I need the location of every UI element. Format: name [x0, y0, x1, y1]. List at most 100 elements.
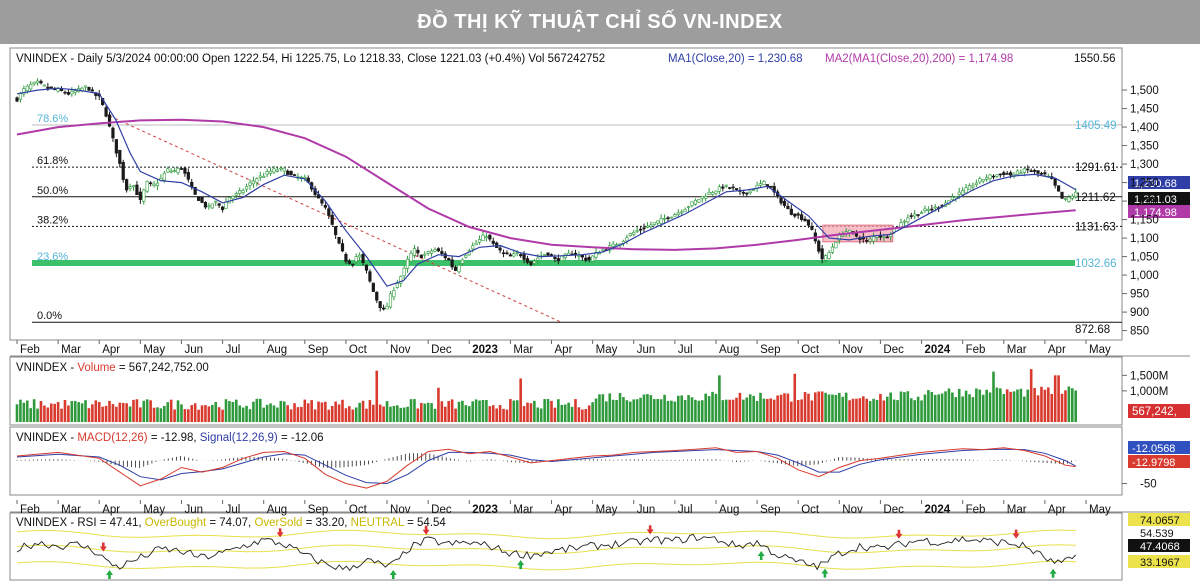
- fib-level-label: 78.6%: [37, 113, 68, 125]
- candle-body: [841, 234, 845, 237]
- candle-body: [289, 170, 293, 175]
- candle-body: [214, 200, 218, 203]
- candle-body: [686, 206, 691, 208]
- volume-bar: [296, 407, 300, 422]
- x-tick-label-lower: Mar: [513, 504, 533, 516]
- candle-body: [32, 81, 36, 85]
- rsi-tag-label: 74.0657: [1140, 515, 1180, 527]
- candle-body: [337, 236, 341, 244]
- volume-bar: [800, 399, 803, 422]
- volume-bar: [474, 399, 478, 422]
- x-tick-label: 2023: [472, 344, 498, 356]
- candle-body: [1005, 173, 1009, 175]
- volume-bar: [783, 393, 786, 422]
- volume-bar: [793, 373, 797, 422]
- rsi-sell-arrow: [422, 525, 430, 535]
- volume-bar: [361, 400, 365, 422]
- volume-bar: [481, 400, 485, 422]
- volume-bar: [56, 402, 60, 422]
- candle-body: [885, 236, 889, 239]
- volume-bar: [337, 404, 341, 422]
- y-tick-label: 1,200: [1130, 196, 1159, 208]
- volume-bar: [306, 403, 310, 422]
- candle-body: [741, 191, 745, 194]
- candle-body: [1026, 168, 1030, 171]
- rsi-neutral-line: [16, 544, 1076, 555]
- candle-body: [532, 260, 536, 264]
- volume-bar: [663, 394, 666, 422]
- candle-body: [258, 175, 262, 178]
- candle-body: [560, 255, 564, 261]
- candle-body: [680, 211, 684, 214]
- candle-body: [769, 185, 773, 188]
- volume-bar: [1016, 389, 1019, 422]
- volume-bar: [927, 390, 930, 422]
- volume-bar: [443, 406, 447, 422]
- volume-bar: [920, 400, 923, 422]
- candle-body: [1033, 170, 1037, 172]
- candle-body: [793, 213, 797, 217]
- volume-bar: [519, 378, 522, 422]
- candle-body: [142, 189, 146, 202]
- candle-body: [292, 174, 297, 176]
- volume-bar: [848, 400, 851, 422]
- x-tick-label-lower: Sep: [308, 504, 328, 516]
- candle-body: [107, 114, 112, 127]
- candle-body: [200, 197, 204, 203]
- x-tick-label: 2024: [925, 344, 951, 356]
- rsi-buy-arrow: [821, 568, 829, 578]
- x-tick-label: Mar: [61, 344, 81, 356]
- x-tick-label: Mar: [513, 344, 533, 356]
- volume-bar: [104, 405, 108, 422]
- candle-body: [416, 249, 420, 254]
- volume-bar: [971, 397, 975, 422]
- candle-body: [906, 217, 910, 223]
- candle-body: [919, 212, 924, 215]
- volume-bar: [766, 398, 769, 422]
- volume-bar: [97, 401, 101, 422]
- candle-body: [772, 186, 776, 193]
- candle-body: [512, 253, 516, 257]
- volume-bar: [457, 401, 461, 422]
- volume-bar: [91, 404, 94, 422]
- volume-bar: [827, 394, 831, 422]
- x-tick-label-lower: Aug: [267, 504, 287, 516]
- rsi-header: VNINDEX - RSI = 47.41, OverBought = 74.0…: [16, 517, 446, 529]
- candle-body: [656, 220, 660, 224]
- volume-bar: [1043, 389, 1047, 422]
- candle-body: [118, 149, 122, 164]
- candle-body: [128, 186, 132, 189]
- candle-body: [323, 205, 327, 208]
- volume-bar: [334, 401, 337, 422]
- candle-body: [433, 249, 437, 252]
- volume-bar: [512, 400, 516, 422]
- x-tick-label: Feb: [966, 344, 986, 356]
- candle-body: [967, 185, 972, 191]
- volume-bar: [115, 406, 118, 422]
- volume-bar: [790, 401, 793, 422]
- volume-bar: [193, 403, 197, 422]
- volume-bar: [903, 392, 906, 422]
- volume-bar: [728, 399, 731, 422]
- candle-body: [710, 192, 715, 195]
- candle-body: [477, 239, 482, 243]
- volume-bar: [142, 400, 146, 422]
- volume-bar: [341, 399, 344, 422]
- volume-bar: [32, 399, 36, 422]
- volume-tag-label: 567,242,: [1132, 406, 1177, 418]
- volume-bar: [139, 407, 142, 422]
- candle-body: [375, 291, 379, 301]
- candle-body: [957, 191, 961, 196]
- fib-level-label: 61.8%: [37, 155, 68, 167]
- candle-body: [577, 255, 581, 257]
- candle-body: [673, 214, 677, 217]
- volume-bar: [351, 409, 355, 422]
- candle-body: [916, 214, 920, 216]
- candle-body: [498, 247, 502, 251]
- candle-body: [871, 236, 876, 242]
- volume-bar: [999, 388, 1002, 422]
- candle-body: [515, 252, 519, 254]
- candle-body: [125, 179, 129, 191]
- volume-bar: [406, 406, 409, 422]
